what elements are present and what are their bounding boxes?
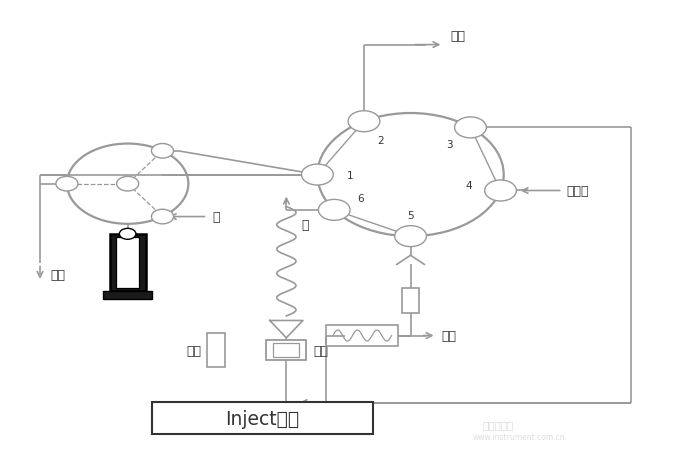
Text: 废液: 废液 [450, 30, 465, 43]
Text: 5: 5 [407, 210, 414, 220]
Text: 水: 水 [212, 211, 219, 223]
Text: 6: 6 [357, 193, 364, 203]
Bar [110, 234, 146, 291]
Text: 针: 针 [302, 219, 309, 232]
Circle shape [348, 111, 380, 132]
Circle shape [151, 144, 173, 159]
Circle shape [484, 181, 516, 202]
Bar [402, 288, 419, 313]
Circle shape [56, 177, 78, 192]
Text: 样品: 样品 [186, 344, 201, 357]
Circle shape [455, 118, 486, 139]
Bar [103, 291, 152, 299]
Circle shape [302, 165, 333, 186]
Text: 2: 2 [377, 136, 384, 146]
Bar [207, 333, 225, 368]
Circle shape [318, 200, 350, 221]
Text: 液相泵: 液相泵 [566, 185, 589, 197]
Circle shape [119, 229, 136, 240]
Text: 4: 4 [466, 181, 473, 191]
Text: www.instrument.com.cn: www.instrument.com.cn [473, 432, 565, 441]
Bar [266, 340, 306, 360]
Bar [326, 325, 398, 347]
Circle shape [151, 210, 173, 224]
Text: Inject状态: Inject状态 [225, 409, 299, 428]
Circle shape [117, 177, 139, 192]
Text: 针座: 针座 [313, 344, 328, 357]
Circle shape [395, 226, 426, 247]
Bar [273, 343, 299, 358]
Bar [152, 402, 373, 435]
Text: 废液: 废液 [442, 329, 456, 342]
Text: 1: 1 [346, 170, 353, 180]
Text: 废液: 废液 [50, 269, 66, 282]
Text: 3: 3 [446, 140, 453, 150]
Bar [116, 237, 139, 288]
Text: 仪器信息网: 仪器信息网 [483, 419, 514, 429]
